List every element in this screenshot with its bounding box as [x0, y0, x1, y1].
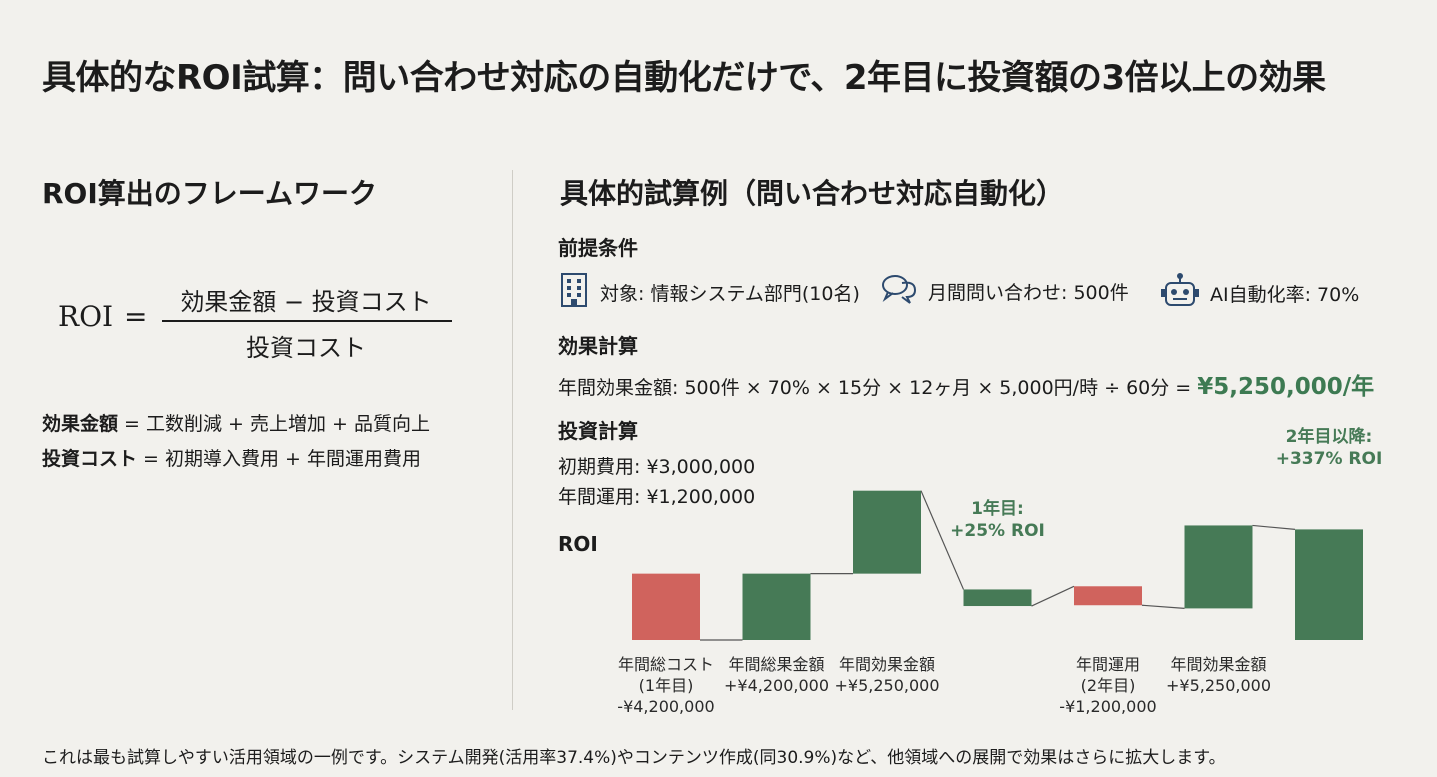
formula-lhs: ROI — [58, 300, 114, 333]
formula-denominator: 投資コスト — [246, 334, 366, 362]
chat-bubbles-icon — [880, 272, 918, 311]
connector-line — [1252, 524, 1296, 530]
connector-line — [1031, 585, 1075, 607]
investment-annual: 年間運用: ¥1,200,000 — [558, 486, 756, 508]
waterfall-bar — [1074, 586, 1142, 606]
chart-title: ROI — [558, 532, 598, 556]
formula-fraction-bar — [162, 320, 452, 322]
waterfall-bar — [742, 573, 811, 640]
bar-label: +¥4,200,000 — [724, 676, 829, 695]
roi-annotation: 2年目以降: — [1286, 426, 1373, 447]
premise-item-inquiries: 月間問い合わせ: 500件 — [880, 272, 1129, 311]
bar-label: (2年目) — [1081, 676, 1136, 695]
waterfall-bar — [853, 490, 921, 574]
premise-item-target: 対象: 情報システム部門(10名) — [558, 272, 860, 313]
bar-label: 年間運用 — [1076, 655, 1140, 674]
framework-heading: ROI算出のフレームワーク — [42, 177, 377, 210]
robot-icon — [1160, 272, 1200, 315]
example-heading: 具体的試算例（問い合わせ対応自動化） — [560, 177, 1065, 210]
premise-heading: 前提条件 — [558, 236, 638, 260]
definition-term: 投資コスト — [42, 448, 138, 470]
bar-label: -¥1,200,000 — [1059, 697, 1156, 716]
page-title: 具体的なROI試算：問い合わせ対応の自動化だけで、2年目に投資額の3倍以上の効果 — [42, 58, 1326, 98]
footnote: これは最も試算しやすい活用領域の一例です。システム開発(活用率37.4%)やコン… — [42, 748, 1226, 768]
definition-rest: = 工数削減 + 売上増加 + 品質向上 — [118, 413, 431, 435]
premise-text: AI自動化率: 70% — [1210, 284, 1360, 306]
roi-annotation: +25% ROI — [950, 521, 1045, 541]
investment-initial: 初期費用: ¥3,000,000 — [558, 456, 756, 478]
definition-term: 効果金額 — [42, 413, 119, 435]
bar-label: 年間総果金額 — [728, 655, 824, 674]
building-icon — [558, 272, 590, 313]
investment-heading: 投資計算 — [558, 419, 638, 443]
effect-result: ¥5,250,000/年 — [1197, 374, 1375, 400]
definition-effect-amount: 効果金額 = 工数削減 + 売上増加 + 品質向上 — [42, 409, 430, 436]
column-divider — [512, 170, 513, 710]
formula-numerator: 効果金額 − 投資コスト — [180, 288, 432, 316]
bar-label: +¥5,250,000 — [834, 676, 939, 695]
waterfall-bar — [1184, 525, 1253, 609]
connector-line — [1141, 604, 1185, 609]
bar-label: -¥4,200,000 — [617, 697, 714, 716]
bar-label: 年間効果金額 — [839, 655, 935, 674]
effect-formula-text: 年間効果金額: 500件 × 70% × 15分 × 12ヶ月 × 5,000円… — [558, 377, 1198, 399]
waterfall-bar — [963, 589, 1032, 607]
definition-investment-cost: 投資コスト = 初期導入費用 + 年間運用費用 — [42, 444, 421, 471]
connector-line — [920, 490, 965, 590]
premise-text: 対象: 情報システム部門(10名) — [600, 283, 860, 305]
formula-equals: = — [124, 300, 148, 333]
bar-label: (1年目) — [639, 676, 694, 695]
bar-label: 年間総コスト — [618, 655, 714, 674]
waterfall-bar — [1295, 529, 1363, 640]
definition-rest: = 初期導入費用 + 年間運用費用 — [137, 448, 422, 470]
roi-annotation: +337% ROI — [1276, 449, 1383, 469]
bar-label: +¥5,250,000 — [1166, 676, 1271, 695]
effect-formula: 年間効果金額: 500件 × 70% × 15分 × 12ヶ月 × 5,000円… — [558, 367, 1374, 401]
premise-item-automation: AI自動化率: 70% — [1160, 272, 1359, 315]
roi-annotation: 1年目: — [971, 498, 1024, 519]
effect-heading: 効果計算 — [558, 334, 638, 358]
premise-text: 月間問い合わせ: 500件 — [928, 282, 1129, 304]
waterfall-bar — [632, 573, 700, 640]
bar-label: 年間効果金額 — [1170, 655, 1266, 674]
